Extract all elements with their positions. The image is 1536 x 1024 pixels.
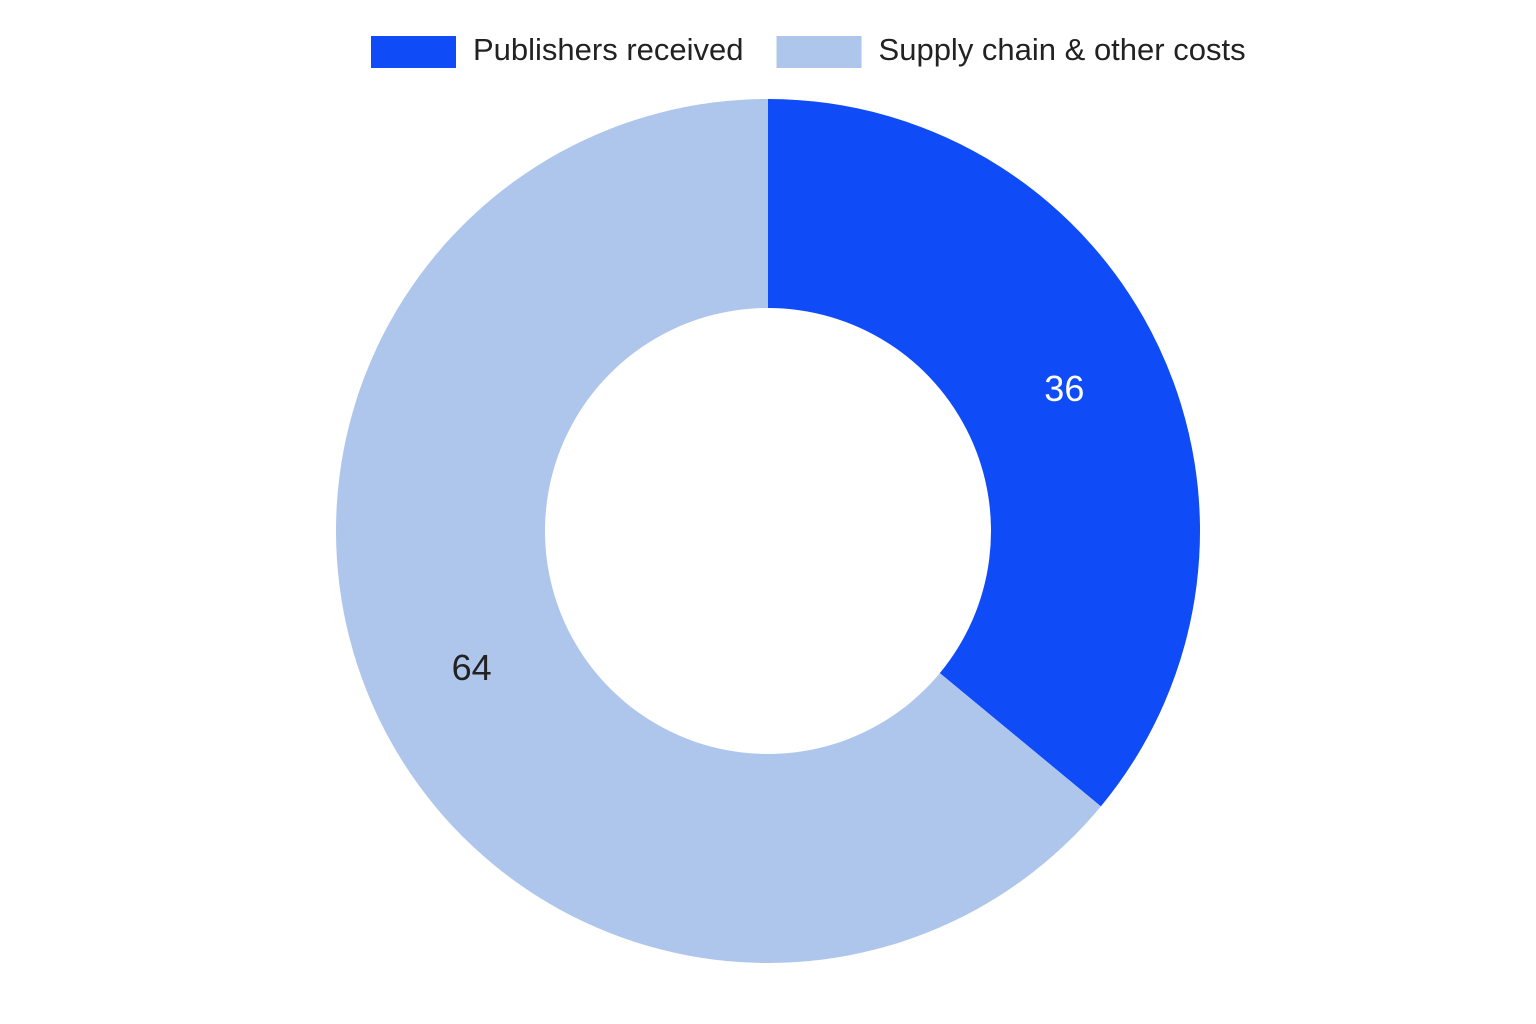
legend-text: Publishers received [473, 32, 744, 67]
donut-slice [768, 99, 1201, 807]
value-label: 64 [452, 647, 492, 688]
legend-text: Supply chain & other costs [879, 32, 1246, 67]
value-label: 36 [1044, 368, 1084, 409]
legend-swatch [371, 36, 456, 68]
donut-slice [336, 99, 1101, 963]
legend-swatch [776, 36, 862, 68]
